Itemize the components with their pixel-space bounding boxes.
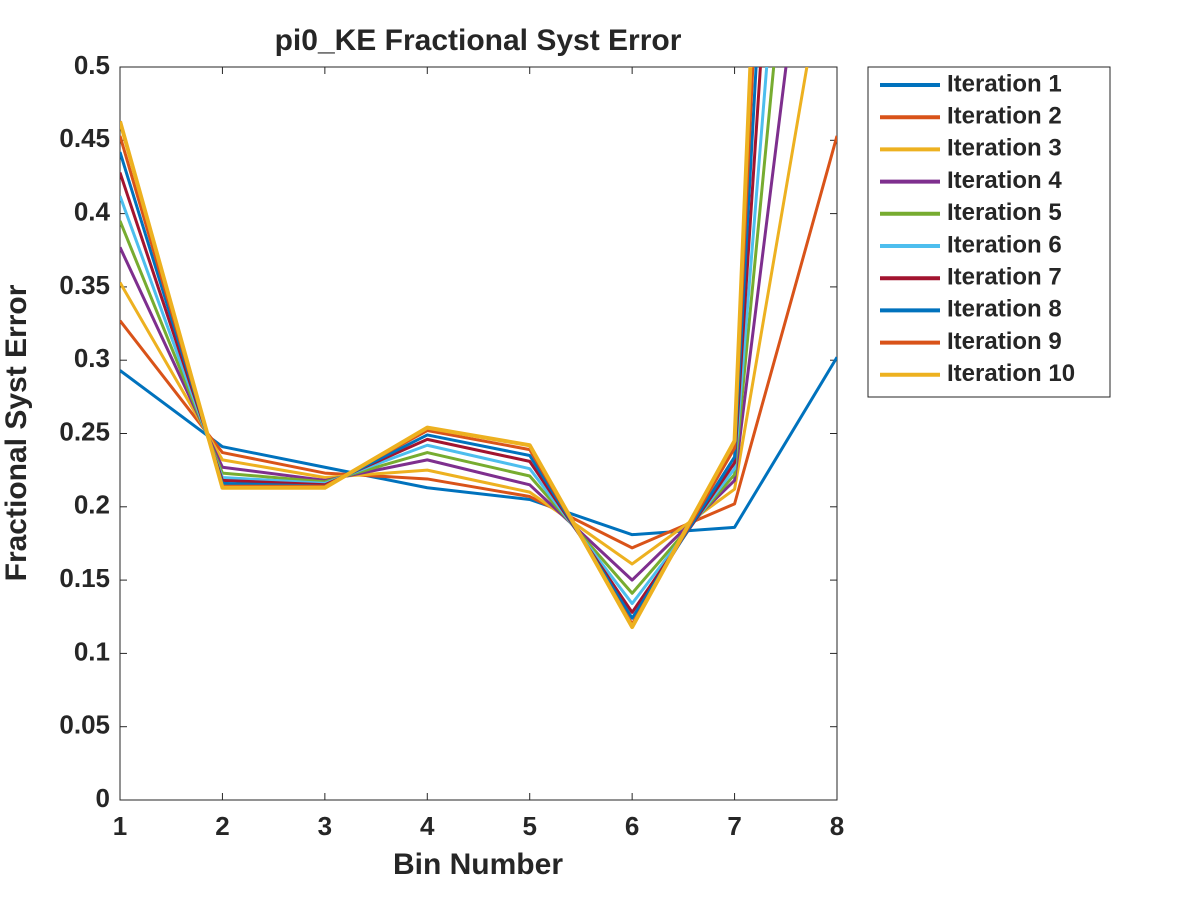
- x-axis-label: Bin Number: [393, 848, 563, 881]
- x-tick-label: 3: [318, 811, 332, 841]
- plot-area: [119, 66, 838, 801]
- y-tick-label: 0.5: [74, 50, 110, 80]
- legend-label: Iteration 10: [947, 360, 1075, 387]
- y-tick-label: 0.4: [74, 196, 111, 226]
- y-tick-label: 0.25: [59, 416, 110, 446]
- y-tick-label: 0.1: [74, 636, 110, 666]
- legend: Iteration 1 Iteration 2 Iteration 3 Iterati…: [867, 66, 1111, 398]
- legend-label: Iteration 7: [947, 264, 1062, 291]
- y-tick-label: 0.15: [59, 563, 110, 593]
- y-tick-label: 0.05: [59, 710, 110, 740]
- series-line: [120, 67, 809, 566]
- y-tick-label: 0.2: [74, 490, 110, 520]
- legend-label: Iteration 6: [947, 231, 1062, 258]
- legend-label: Iteration 2: [947, 103, 1062, 130]
- series-line: [120, 67, 762, 614]
- series-line: [120, 135, 837, 550]
- x-tick-label: 7: [727, 811, 741, 841]
- legend-label: Iteration 1: [947, 70, 1062, 97]
- y-axis-label: Fractional Syst Error: [0, 284, 33, 581]
- x-tick-label: 8: [830, 811, 844, 841]
- y-tick-label: 0.45: [59, 123, 110, 153]
- legend-label: Iteration 8: [947, 296, 1062, 323]
- legend-label: Iteration 9: [947, 328, 1062, 355]
- y-tick-label: 0.35: [59, 270, 110, 300]
- series-line: [120, 67, 758, 620]
- lines: [120, 67, 837, 630]
- series-line: [120, 67, 753, 630]
- ticks: 0 0.05 0.1 0.15 0.2 0.25 0.3 0.35 0.4 0.45 0.5 1 2 3 4…: [59, 50, 844, 841]
- x-tick-label: 1: [113, 811, 127, 841]
- chart-title: pi0_KE Fractional Syst Error: [275, 24, 682, 57]
- y-tick-label: 0.3: [74, 343, 110, 373]
- x-tick-label: 2: [215, 811, 229, 841]
- legend-label: Iteration 5: [947, 199, 1062, 226]
- x-tick-label: 6: [625, 811, 639, 841]
- series-line: [120, 356, 837, 537]
- x-tick-label: 5: [522, 811, 536, 841]
- series-line: [120, 67, 776, 595]
- series-line: [120, 67, 769, 606]
- legend-label: Iteration 4: [947, 167, 1062, 194]
- series-line: [120, 67, 788, 582]
- y-tick-label: 0: [96, 783, 110, 813]
- legend-label: Iteration 3: [947, 135, 1062, 162]
- x-tick-label: 4: [420, 811, 435, 841]
